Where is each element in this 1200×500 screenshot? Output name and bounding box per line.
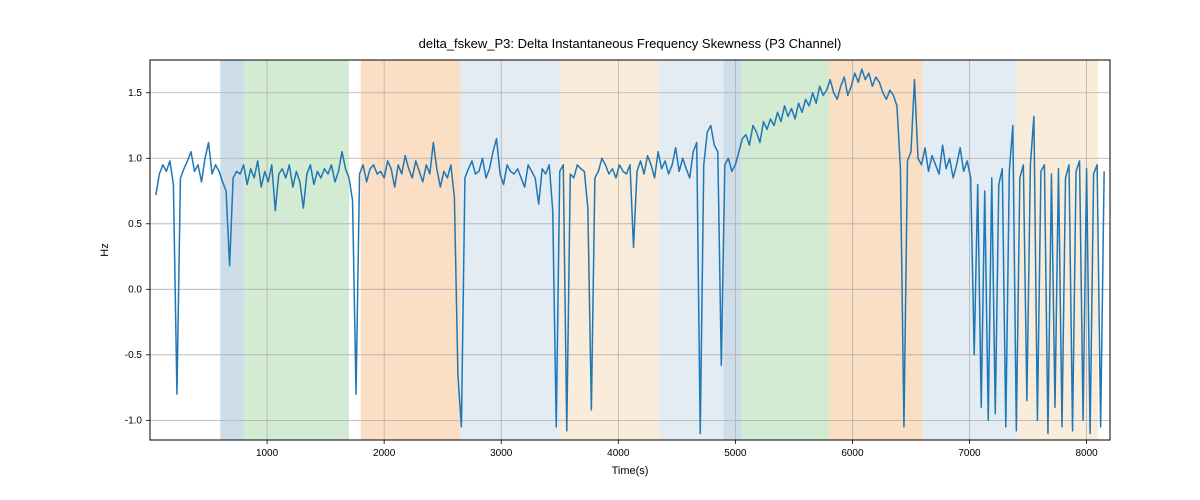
shaded-region xyxy=(829,60,923,440)
x-tick-label: 8000 xyxy=(1075,448,1098,459)
y-tick-label: 1.0 xyxy=(128,153,142,164)
chart-container: 1000 2000 3000 4000 5000 6000 7000 8000 -1.0 -0.5… xyxy=(0,0,1200,500)
shaded-region xyxy=(244,60,349,440)
chart-title: delta_fskew_P3: Delta Instantaneous Freq… xyxy=(419,36,842,51)
shaded-region xyxy=(659,60,723,440)
y-axis-label: Hz xyxy=(99,243,111,256)
x-axis-label: Time(s) xyxy=(612,465,649,477)
y-tick-label: 0.5 xyxy=(128,219,142,230)
x-tick-label: 5000 xyxy=(724,448,747,459)
y-tick-label: -1.0 xyxy=(125,415,143,426)
shaded-region xyxy=(361,60,461,440)
x-tick-label: 7000 xyxy=(958,448,981,459)
shaded-region xyxy=(560,60,660,440)
x-tick-label: 1000 xyxy=(256,448,279,459)
shaded-region xyxy=(741,60,829,440)
x-tick-label: 6000 xyxy=(841,448,864,459)
x-tick-label: 4000 xyxy=(607,448,630,459)
shaded-region xyxy=(460,60,560,440)
y-tick-label: 1.5 xyxy=(128,88,142,99)
x-tick-label: 2000 xyxy=(373,448,396,459)
shaded-region xyxy=(724,60,742,440)
shaded-region xyxy=(220,60,243,440)
y-tick-label: -0.5 xyxy=(125,350,143,361)
y-tick-label: 0.0 xyxy=(128,284,142,295)
line-chart: 1000 2000 3000 4000 5000 6000 7000 8000 -1.0 -0.5… xyxy=(0,0,1200,500)
x-tick-label: 3000 xyxy=(490,448,513,459)
